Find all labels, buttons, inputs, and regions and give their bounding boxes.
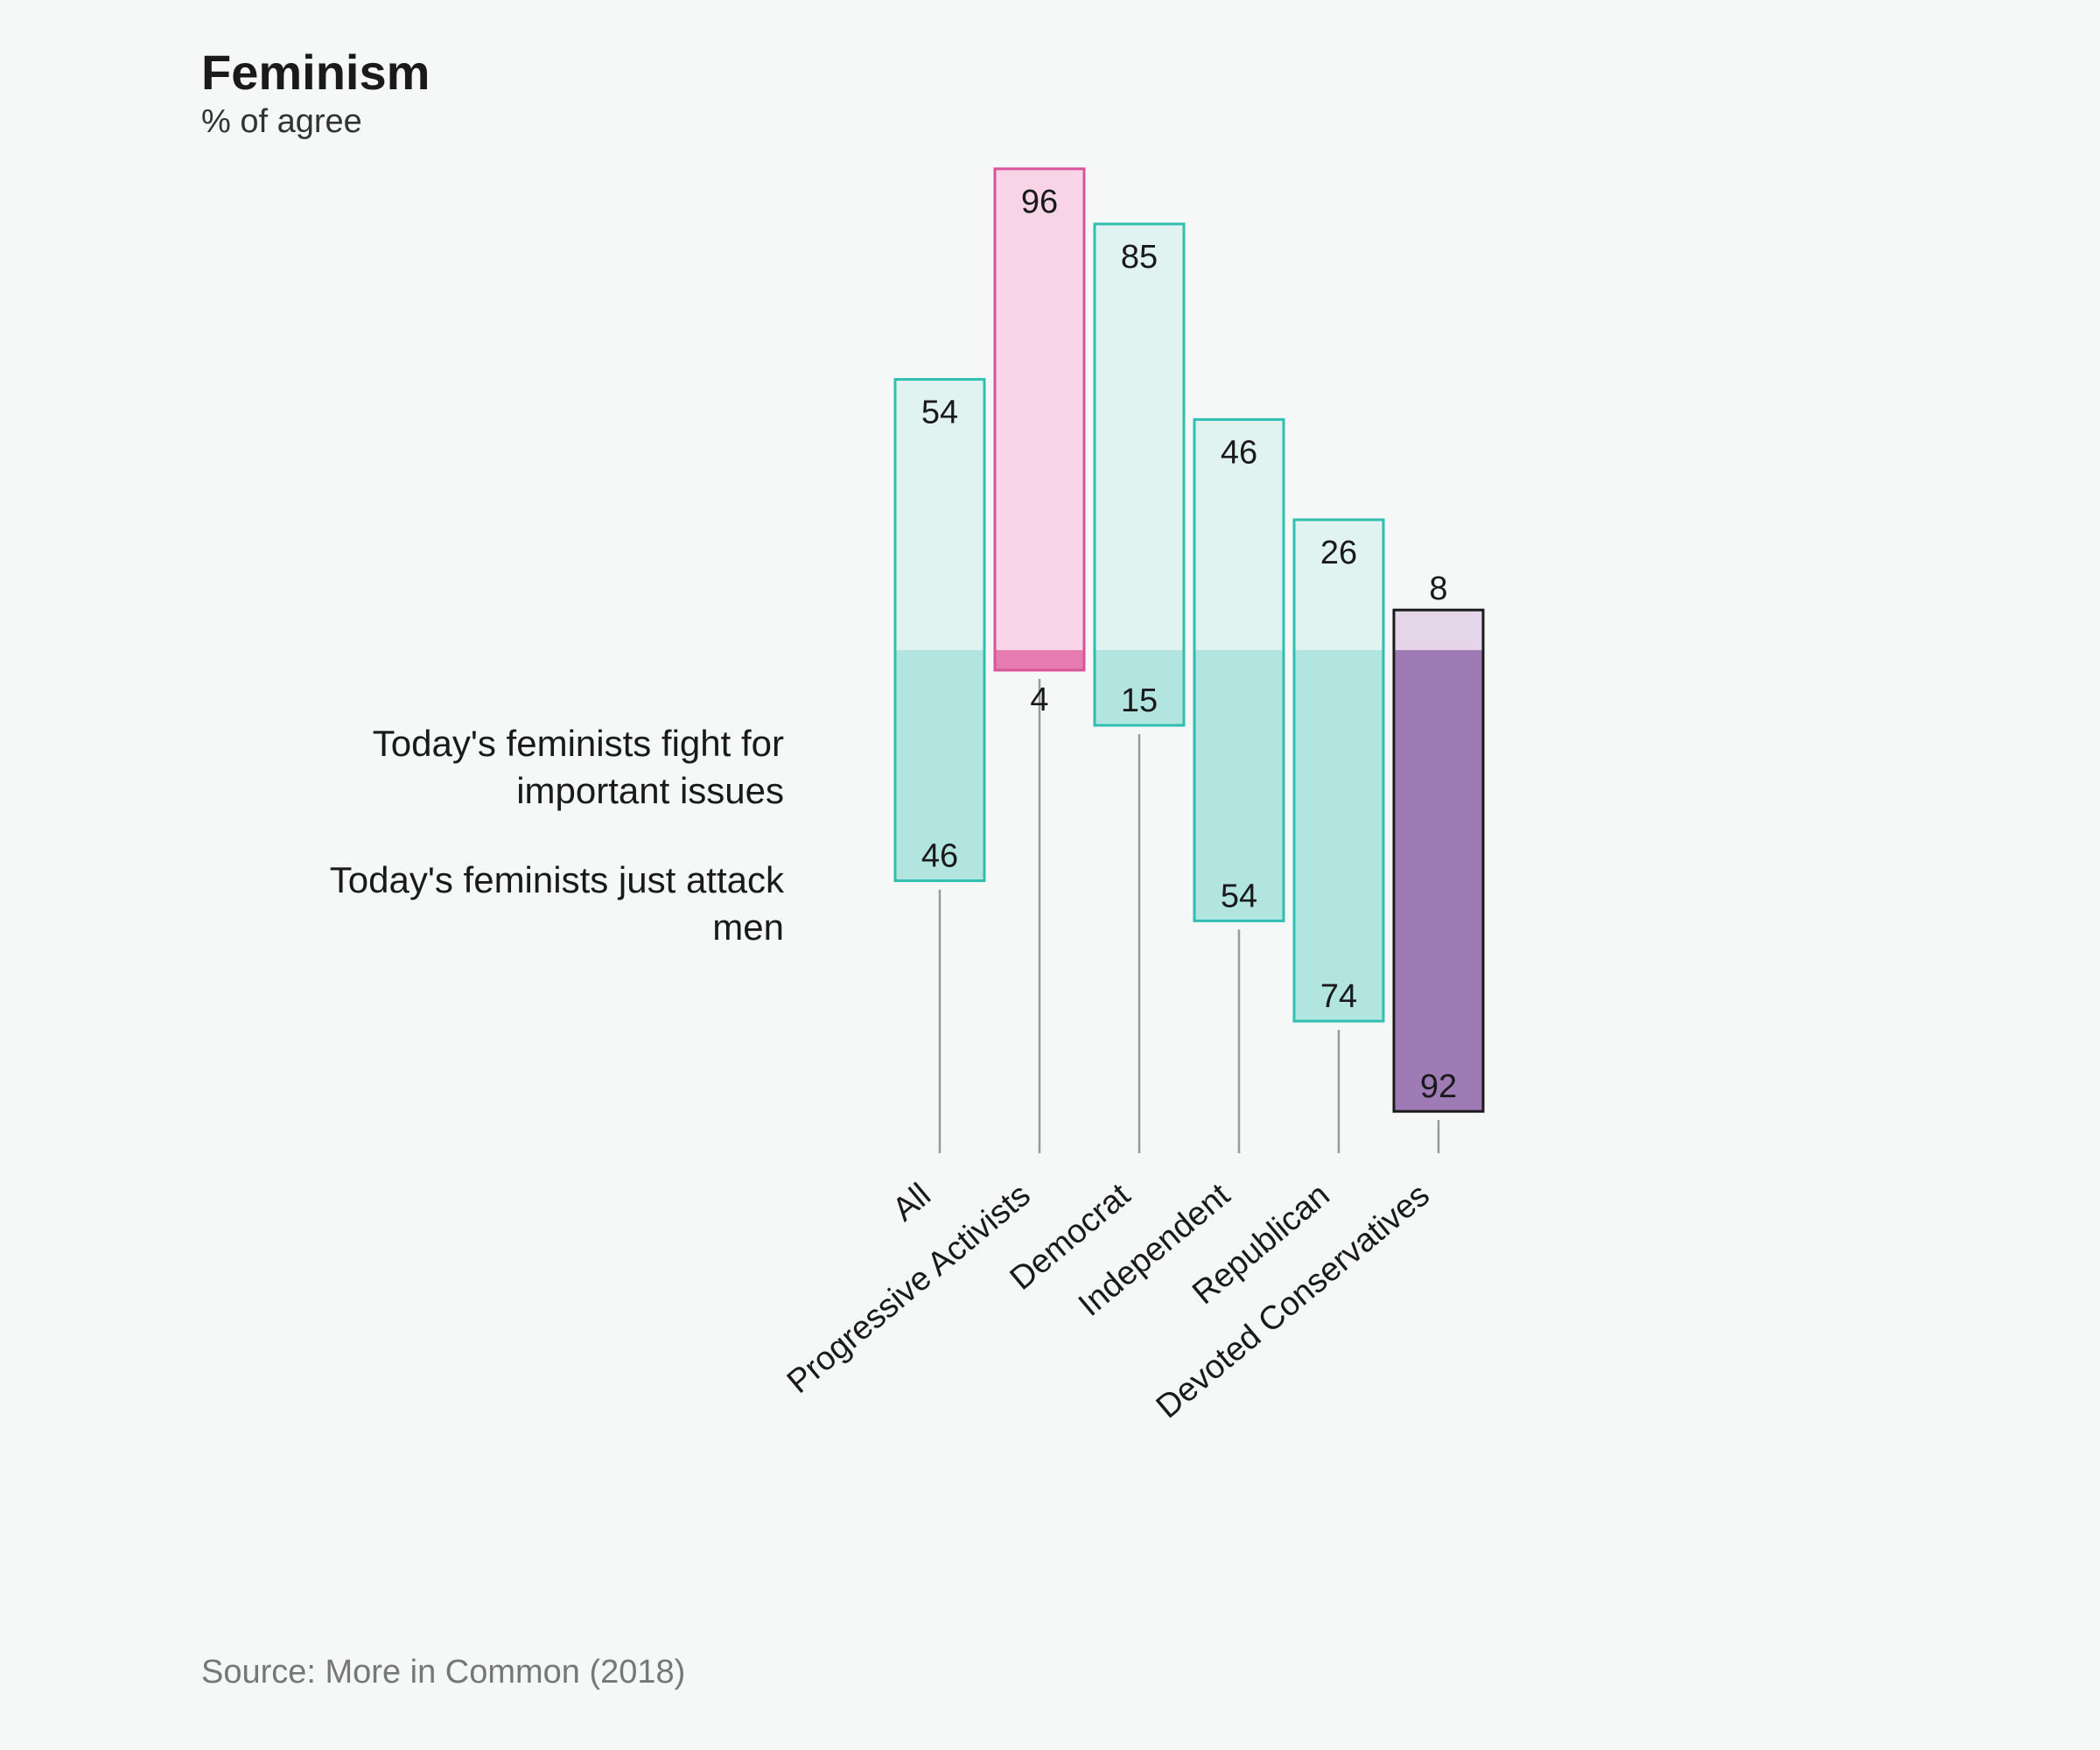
data-label-agree: 8 bbox=[1429, 570, 1447, 607]
data-label-attack: 4 bbox=[1030, 682, 1048, 718]
row-label-attack: men bbox=[712, 906, 784, 948]
row-label-agree: important issues bbox=[516, 770, 784, 811]
data-label-attack: 54 bbox=[1221, 878, 1257, 914]
bar-group: 85 15 bbox=[1093, 222, 1186, 1153]
bars: 54 46 96 4 85 15 46 54 26 74 8 92 bbox=[893, 167, 1485, 1153]
bar-agree-segment bbox=[1294, 520, 1383, 650]
bar-attack-segment bbox=[995, 650, 1084, 670]
bar-outline bbox=[1392, 608, 1485, 1113]
data-label-attack: 92 bbox=[1420, 1068, 1457, 1105]
bar-group: 46 54 bbox=[1193, 417, 1285, 1153]
bar-group: 54 46 bbox=[893, 378, 986, 1153]
data-label-agree: 85 bbox=[1121, 239, 1158, 276]
row-label-attack: Today's feminists just attack bbox=[330, 859, 785, 900]
bar-outline bbox=[1292, 518, 1385, 1023]
bar-agree-segment bbox=[995, 168, 1084, 651]
chart-subtitle: % of agree bbox=[201, 103, 362, 140]
bar-attack-segment bbox=[1394, 650, 1483, 1112]
data-label-attack: 74 bbox=[1320, 978, 1357, 1015]
bar-group: 8 92 bbox=[1392, 570, 1485, 1153]
chart-source: Source: More in Common (2018) bbox=[201, 1654, 686, 1690]
bar-agree-segment bbox=[1194, 419, 1284, 650]
data-label-agree: 96 bbox=[1021, 184, 1058, 220]
chart-title: Feminism bbox=[201, 45, 430, 100]
bar-outline bbox=[993, 167, 1086, 672]
bar-outline bbox=[1193, 417, 1285, 922]
bar-attack-segment bbox=[1294, 650, 1383, 1022]
bar-outline bbox=[1093, 222, 1186, 727]
bar-group: 26 74 bbox=[1292, 518, 1385, 1153]
row-labels: Today's feminists fight for important iss… bbox=[330, 723, 785, 948]
bar-attack-segment bbox=[895, 650, 984, 881]
data-label-attack: 15 bbox=[1121, 682, 1158, 719]
category-label: All bbox=[886, 1177, 937, 1228]
bar-outline bbox=[893, 378, 986, 883]
data-label-agree: 46 bbox=[1221, 434, 1257, 471]
data-label-attack: 46 bbox=[921, 838, 958, 875]
data-label-agree: 54 bbox=[921, 395, 958, 431]
row-label-agree: Today's feminists fight for bbox=[373, 723, 784, 764]
bar-agree-segment bbox=[1394, 610, 1483, 650]
data-label-agree: 26 bbox=[1320, 535, 1357, 571]
bar-group: 96 4 bbox=[993, 167, 1086, 1153]
bar-attack-segment bbox=[1194, 650, 1284, 921]
bar-attack-segment bbox=[1095, 650, 1184, 725]
bar-agree-segment bbox=[1095, 223, 1184, 650]
bar-agree-segment bbox=[895, 379, 984, 650]
